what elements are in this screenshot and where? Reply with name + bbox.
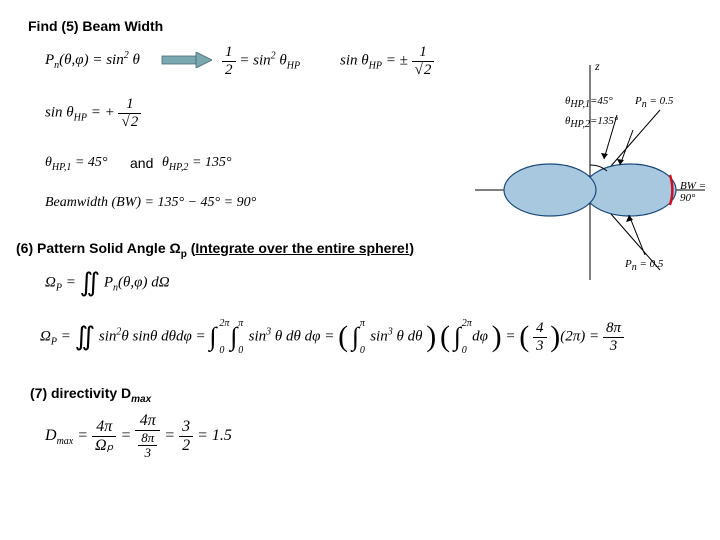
section7-title: (7) directivity Dmax [30, 385, 151, 405]
section6-title: (6) Pattern Solid Angle Ωp (Integrate ov… [16, 240, 414, 260]
ann-pn05-bot: Pn = 0.5 [625, 258, 663, 273]
ann-theta135: θHP,2=135° [565, 115, 618, 130]
section5-title: Find (5) Beam Width [28, 18, 163, 34]
eq-beamwidth: Beamwidth (BW) = 135° − 45° = 90° [45, 195, 256, 211]
svg-text:z: z [594, 59, 600, 73]
label-and: and [130, 155, 153, 171]
eq-theta1: θHP,1 = 45° [45, 155, 107, 173]
eq-pn: Pn(θ,φ) = sin2 θ [45, 50, 140, 71]
eq-sin-pm: sin θHP = ± 1 2 [340, 44, 434, 78]
eq-theta2: θHP,2 = 135° [162, 155, 231, 173]
eq-omega1: ΩP = ∬ Pn(θ,φ) dΩ [45, 268, 170, 298]
ann-theta45: θHP,1=45° [565, 95, 613, 110]
radiation-pattern-diagram: z [445, 55, 715, 285]
ann-bw: BW = 90° [680, 180, 720, 204]
ann-pn05-top: Pn = 0.5 [635, 95, 673, 110]
arrow-icon [160, 52, 212, 68]
eq-sin-plus: sin θHP = + 1 2 [45, 96, 141, 130]
eq-dmax: Dmax = 4π Ωₚ = 4π 8π 3 = 3 2 = 1.5 [45, 412, 232, 460]
eq-omega2: ΩP = ∬ sin2θ sinθ dθdφ = ∫ 2π 0 ∫ π 0 si… [40, 320, 624, 354]
eq-half: 12 = sin2 θHP [222, 44, 300, 78]
